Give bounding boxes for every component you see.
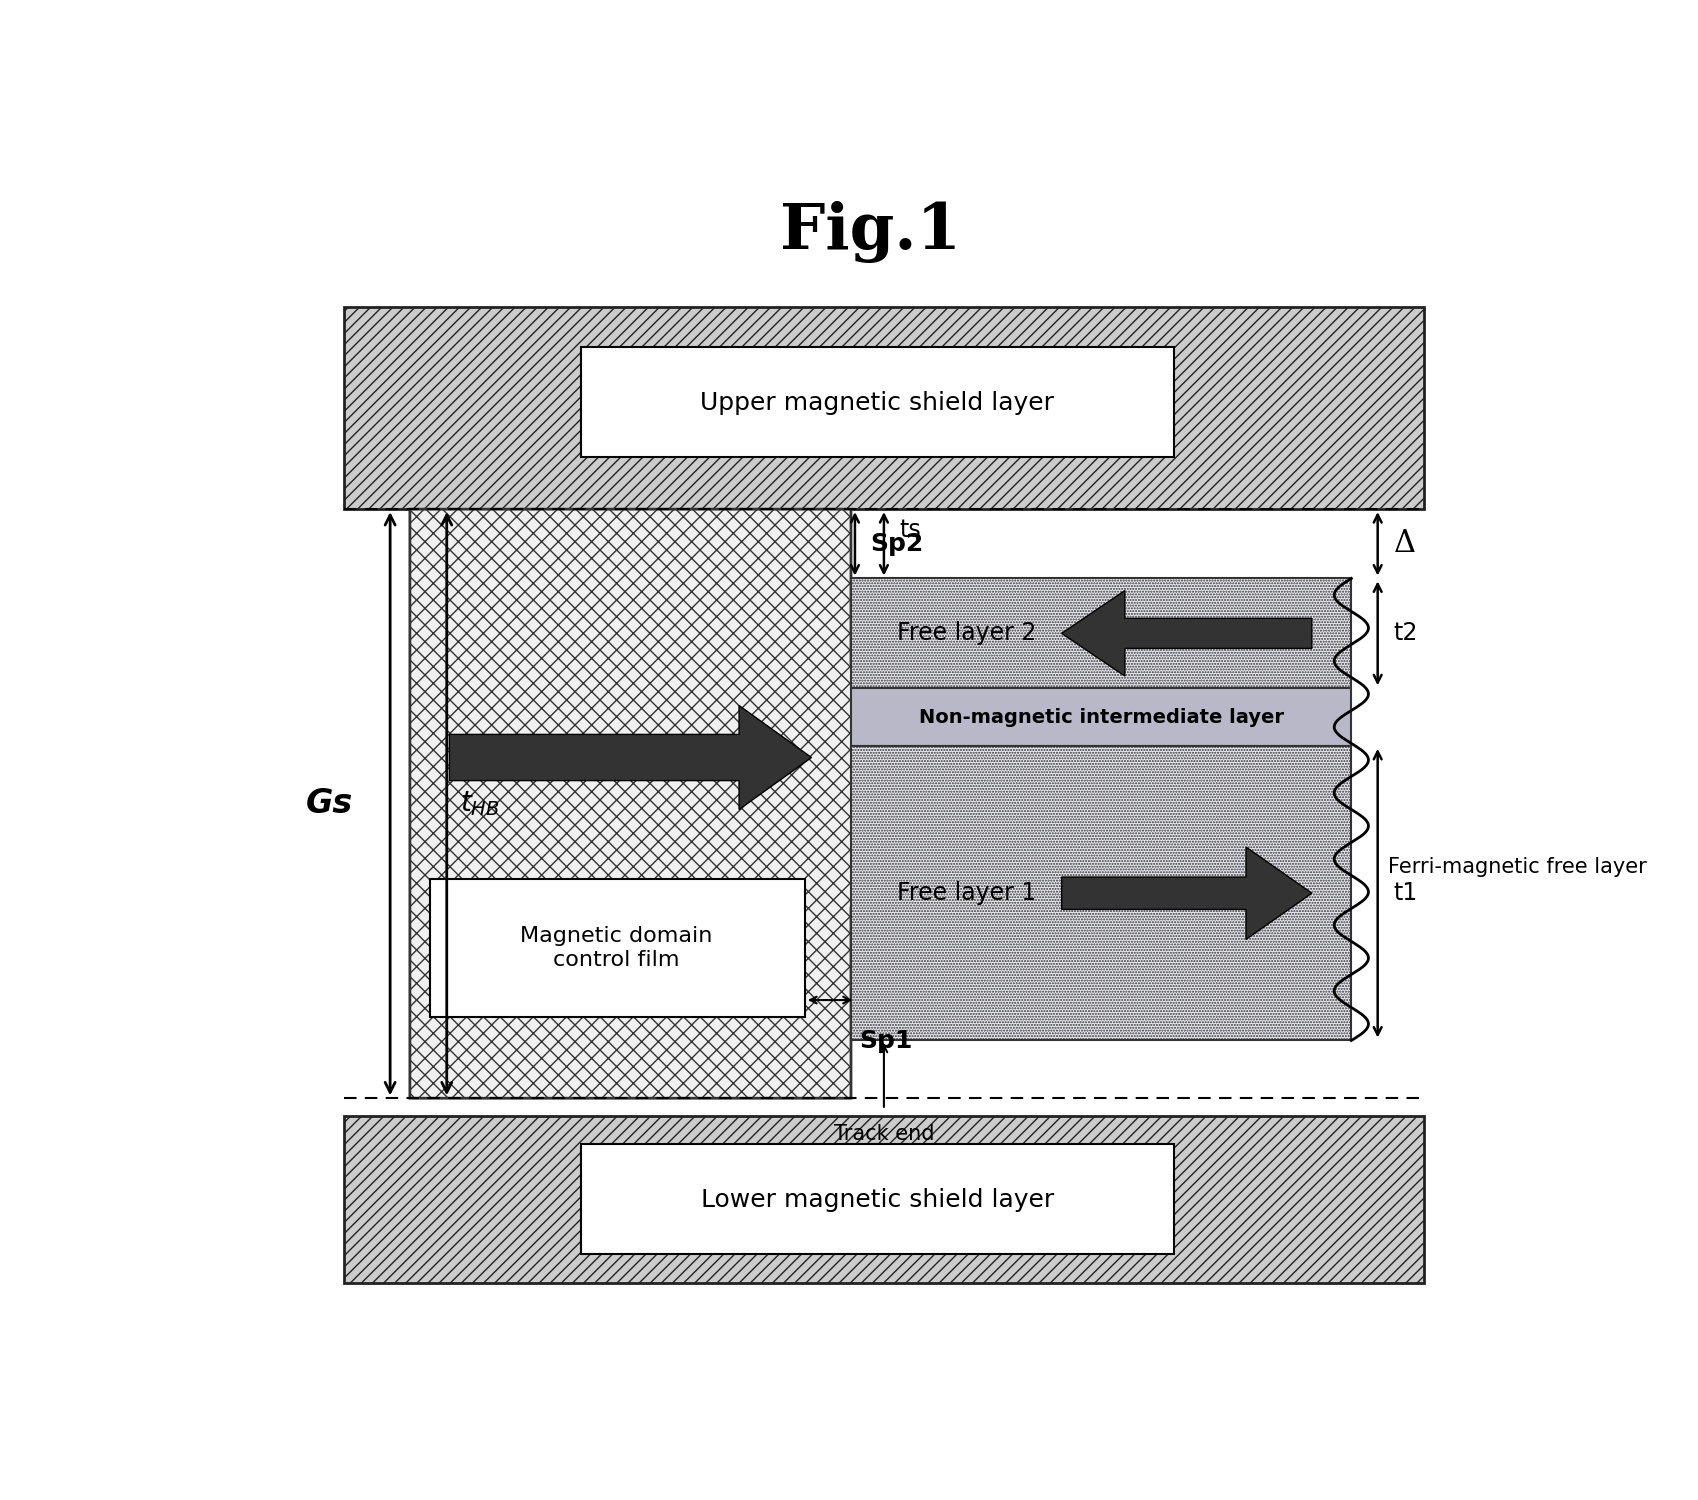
Bar: [581, 348, 1173, 458]
Text: ts: ts: [900, 519, 920, 543]
Text: Track end: Track end: [834, 1124, 934, 1143]
Text: Δ: Δ: [1392, 528, 1414, 560]
Bar: [581, 1144, 1173, 1254]
Bar: [343, 1116, 1423, 1282]
Text: Magnetic domain
control film: Magnetic domain control film: [520, 927, 713, 969]
Text: Fig.1: Fig.1: [779, 201, 961, 262]
Bar: [851, 746, 1350, 1041]
Text: Non-magnetic intermediate layer: Non-magnetic intermediate layer: [919, 708, 1284, 726]
Bar: [851, 688, 1350, 746]
Bar: [430, 879, 805, 1017]
Text: Lower magnetic shield layer: Lower magnetic shield layer: [700, 1188, 1053, 1212]
Text: Free layer 2: Free layer 2: [897, 621, 1036, 645]
Text: Sp2: Sp2: [871, 532, 924, 556]
Bar: [851, 579, 1350, 688]
Polygon shape: [1061, 847, 1311, 939]
Text: t2: t2: [1392, 621, 1418, 645]
Polygon shape: [409, 509, 897, 1098]
Text: t1: t1: [1392, 880, 1416, 904]
Polygon shape: [448, 705, 812, 810]
Text: $t_{HB}$: $t_{HB}$: [460, 789, 499, 818]
Polygon shape: [1061, 591, 1311, 676]
Text: Free layer 1: Free layer 1: [897, 880, 1036, 904]
Text: Ferri-magnetic free layer: Ferri-magnetic free layer: [1387, 856, 1645, 877]
Text: Sp1: Sp1: [859, 1029, 912, 1053]
Text: Gs: Gs: [306, 788, 353, 820]
Bar: [343, 308, 1423, 509]
Text: Upper magnetic shield layer: Upper magnetic shield layer: [700, 392, 1054, 416]
